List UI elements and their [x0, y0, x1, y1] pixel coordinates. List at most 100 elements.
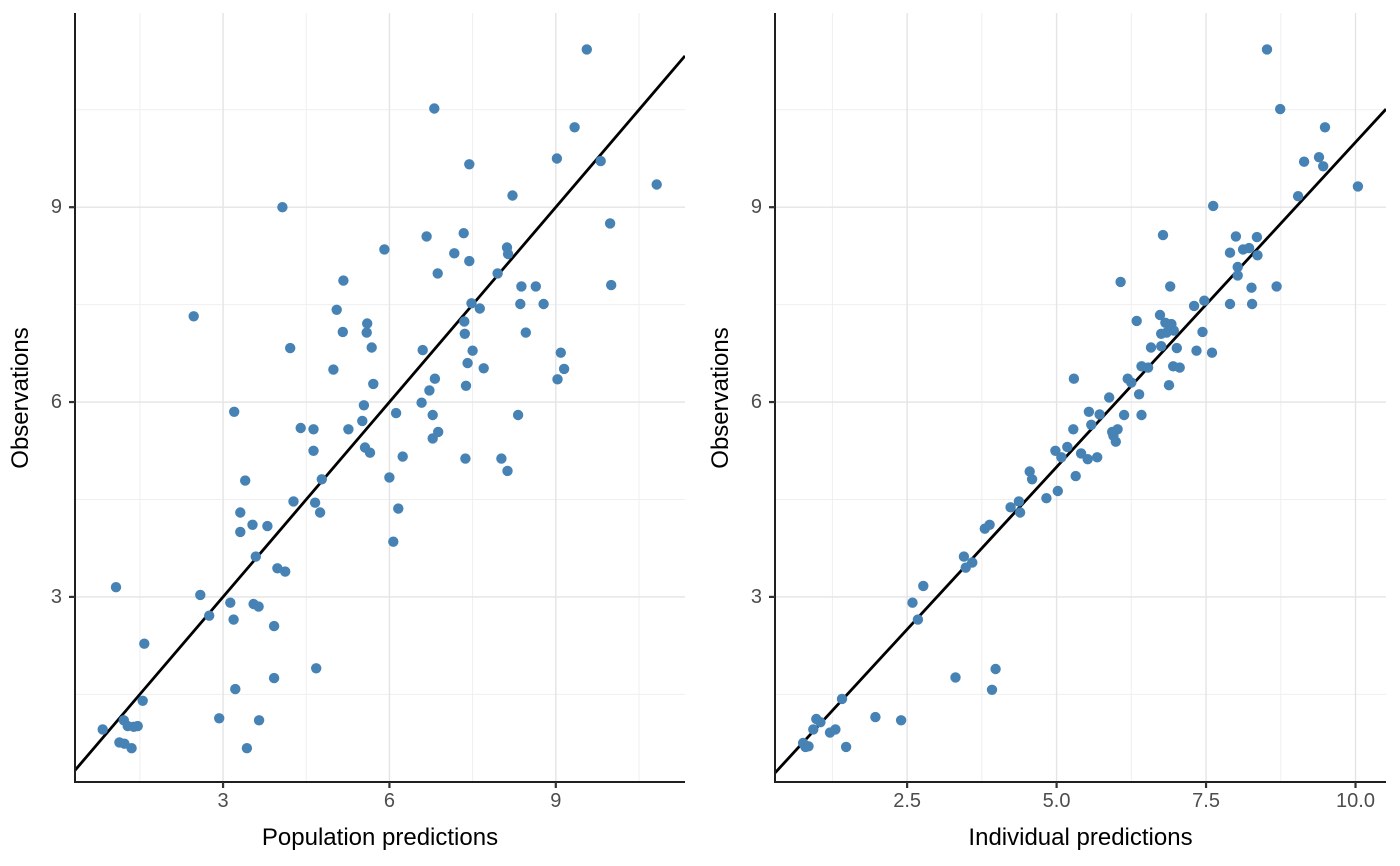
data-point	[1062, 441, 1073, 453]
data-point	[204, 610, 215, 621]
data-point	[358, 400, 370, 411]
data-point	[230, 683, 241, 695]
data-point	[1232, 261, 1243, 273]
data-point	[530, 281, 541, 292]
data-point	[1313, 152, 1325, 163]
data-point	[1026, 474, 1038, 485]
data-point	[1142, 362, 1154, 373]
data-point	[604, 218, 616, 229]
data-point	[464, 159, 475, 170]
data-point	[235, 526, 246, 538]
data-point	[309, 497, 321, 508]
data-point	[984, 519, 995, 530]
data-point	[950, 672, 961, 683]
data-point	[1092, 452, 1103, 463]
data-point	[262, 520, 273, 532]
data-point	[1275, 103, 1286, 115]
y-tick-label: 9	[750, 196, 762, 219]
data-point	[1271, 281, 1282, 292]
data-point	[1157, 229, 1169, 241]
data-point	[460, 453, 471, 464]
data-point	[314, 507, 326, 518]
data-point	[328, 364, 339, 375]
data-point	[918, 580, 929, 592]
data-point	[460, 380, 472, 391]
data-point	[421, 231, 432, 242]
data-point	[427, 409, 438, 421]
data-point	[1068, 424, 1079, 435]
data-point	[311, 663, 322, 674]
data-point	[316, 474, 327, 485]
data-point	[364, 447, 376, 458]
data-point	[393, 503, 404, 514]
data-point	[870, 711, 881, 723]
data-point	[569, 122, 580, 133]
y-tick-label: 9	[50, 196, 62, 219]
data-point	[268, 620, 280, 632]
data-point	[1188, 300, 1200, 312]
points-layer	[797, 44, 1364, 753]
data-point	[132, 720, 143, 732]
data-point	[308, 424, 319, 435]
data-point	[1171, 342, 1183, 354]
data-point	[459, 316, 470, 327]
data-point	[250, 551, 261, 562]
data-point	[895, 715, 907, 726]
data-point	[225, 597, 236, 608]
data-point	[331, 304, 342, 315]
data-point	[366, 342, 377, 353]
data-point	[558, 363, 570, 375]
data-point	[1126, 377, 1137, 388]
points-layer	[97, 44, 662, 754]
data-point	[1086, 419, 1097, 430]
data-point	[808, 724, 819, 735]
data-point	[474, 303, 485, 314]
data-point	[815, 717, 826, 728]
data-point	[595, 155, 606, 167]
data-point	[1145, 342, 1157, 353]
data-point	[836, 693, 848, 705]
data-point	[1230, 231, 1242, 242]
data-point	[214, 713, 225, 724]
data-point	[502, 248, 514, 260]
x-tick-label: 9	[550, 790, 562, 812]
data-point	[268, 672, 280, 684]
data-point	[462, 357, 473, 369]
data-point	[288, 496, 299, 507]
data-point	[1251, 231, 1263, 243]
data-point	[429, 373, 441, 384]
data-point	[458, 228, 469, 239]
data-point	[416, 397, 427, 408]
data-point	[368, 378, 379, 390]
data-point	[1156, 341, 1167, 352]
data-point	[1252, 250, 1263, 261]
data-point	[1243, 242, 1255, 254]
data-point	[1014, 507, 1026, 518]
data-point	[338, 275, 349, 286]
data-point	[1165, 281, 1176, 292]
data-point	[1163, 380, 1175, 391]
data-point	[492, 268, 503, 279]
data-point	[478, 363, 489, 374]
data-point	[417, 344, 428, 356]
data-point	[907, 597, 918, 608]
data-point	[1131, 315, 1142, 327]
data-point	[912, 614, 924, 625]
data-point	[552, 374, 563, 385]
data-point	[126, 743, 137, 754]
data-point	[960, 562, 971, 573]
x-tick-label: 2.5	[893, 790, 922, 812]
data-point	[551, 153, 563, 164]
x-axis-title-individual-predictions: Individual predictions	[968, 824, 1193, 851]
data-point	[97, 724, 108, 735]
data-point	[1110, 436, 1122, 447]
x-tick-label: 10.0	[1336, 790, 1375, 812]
data-point	[1118, 409, 1130, 421]
data-point	[1052, 485, 1064, 497]
data-point	[240, 475, 251, 486]
data-point	[361, 327, 372, 338]
data-point	[1261, 44, 1273, 55]
data-point	[427, 433, 438, 444]
data-point	[1070, 470, 1081, 482]
